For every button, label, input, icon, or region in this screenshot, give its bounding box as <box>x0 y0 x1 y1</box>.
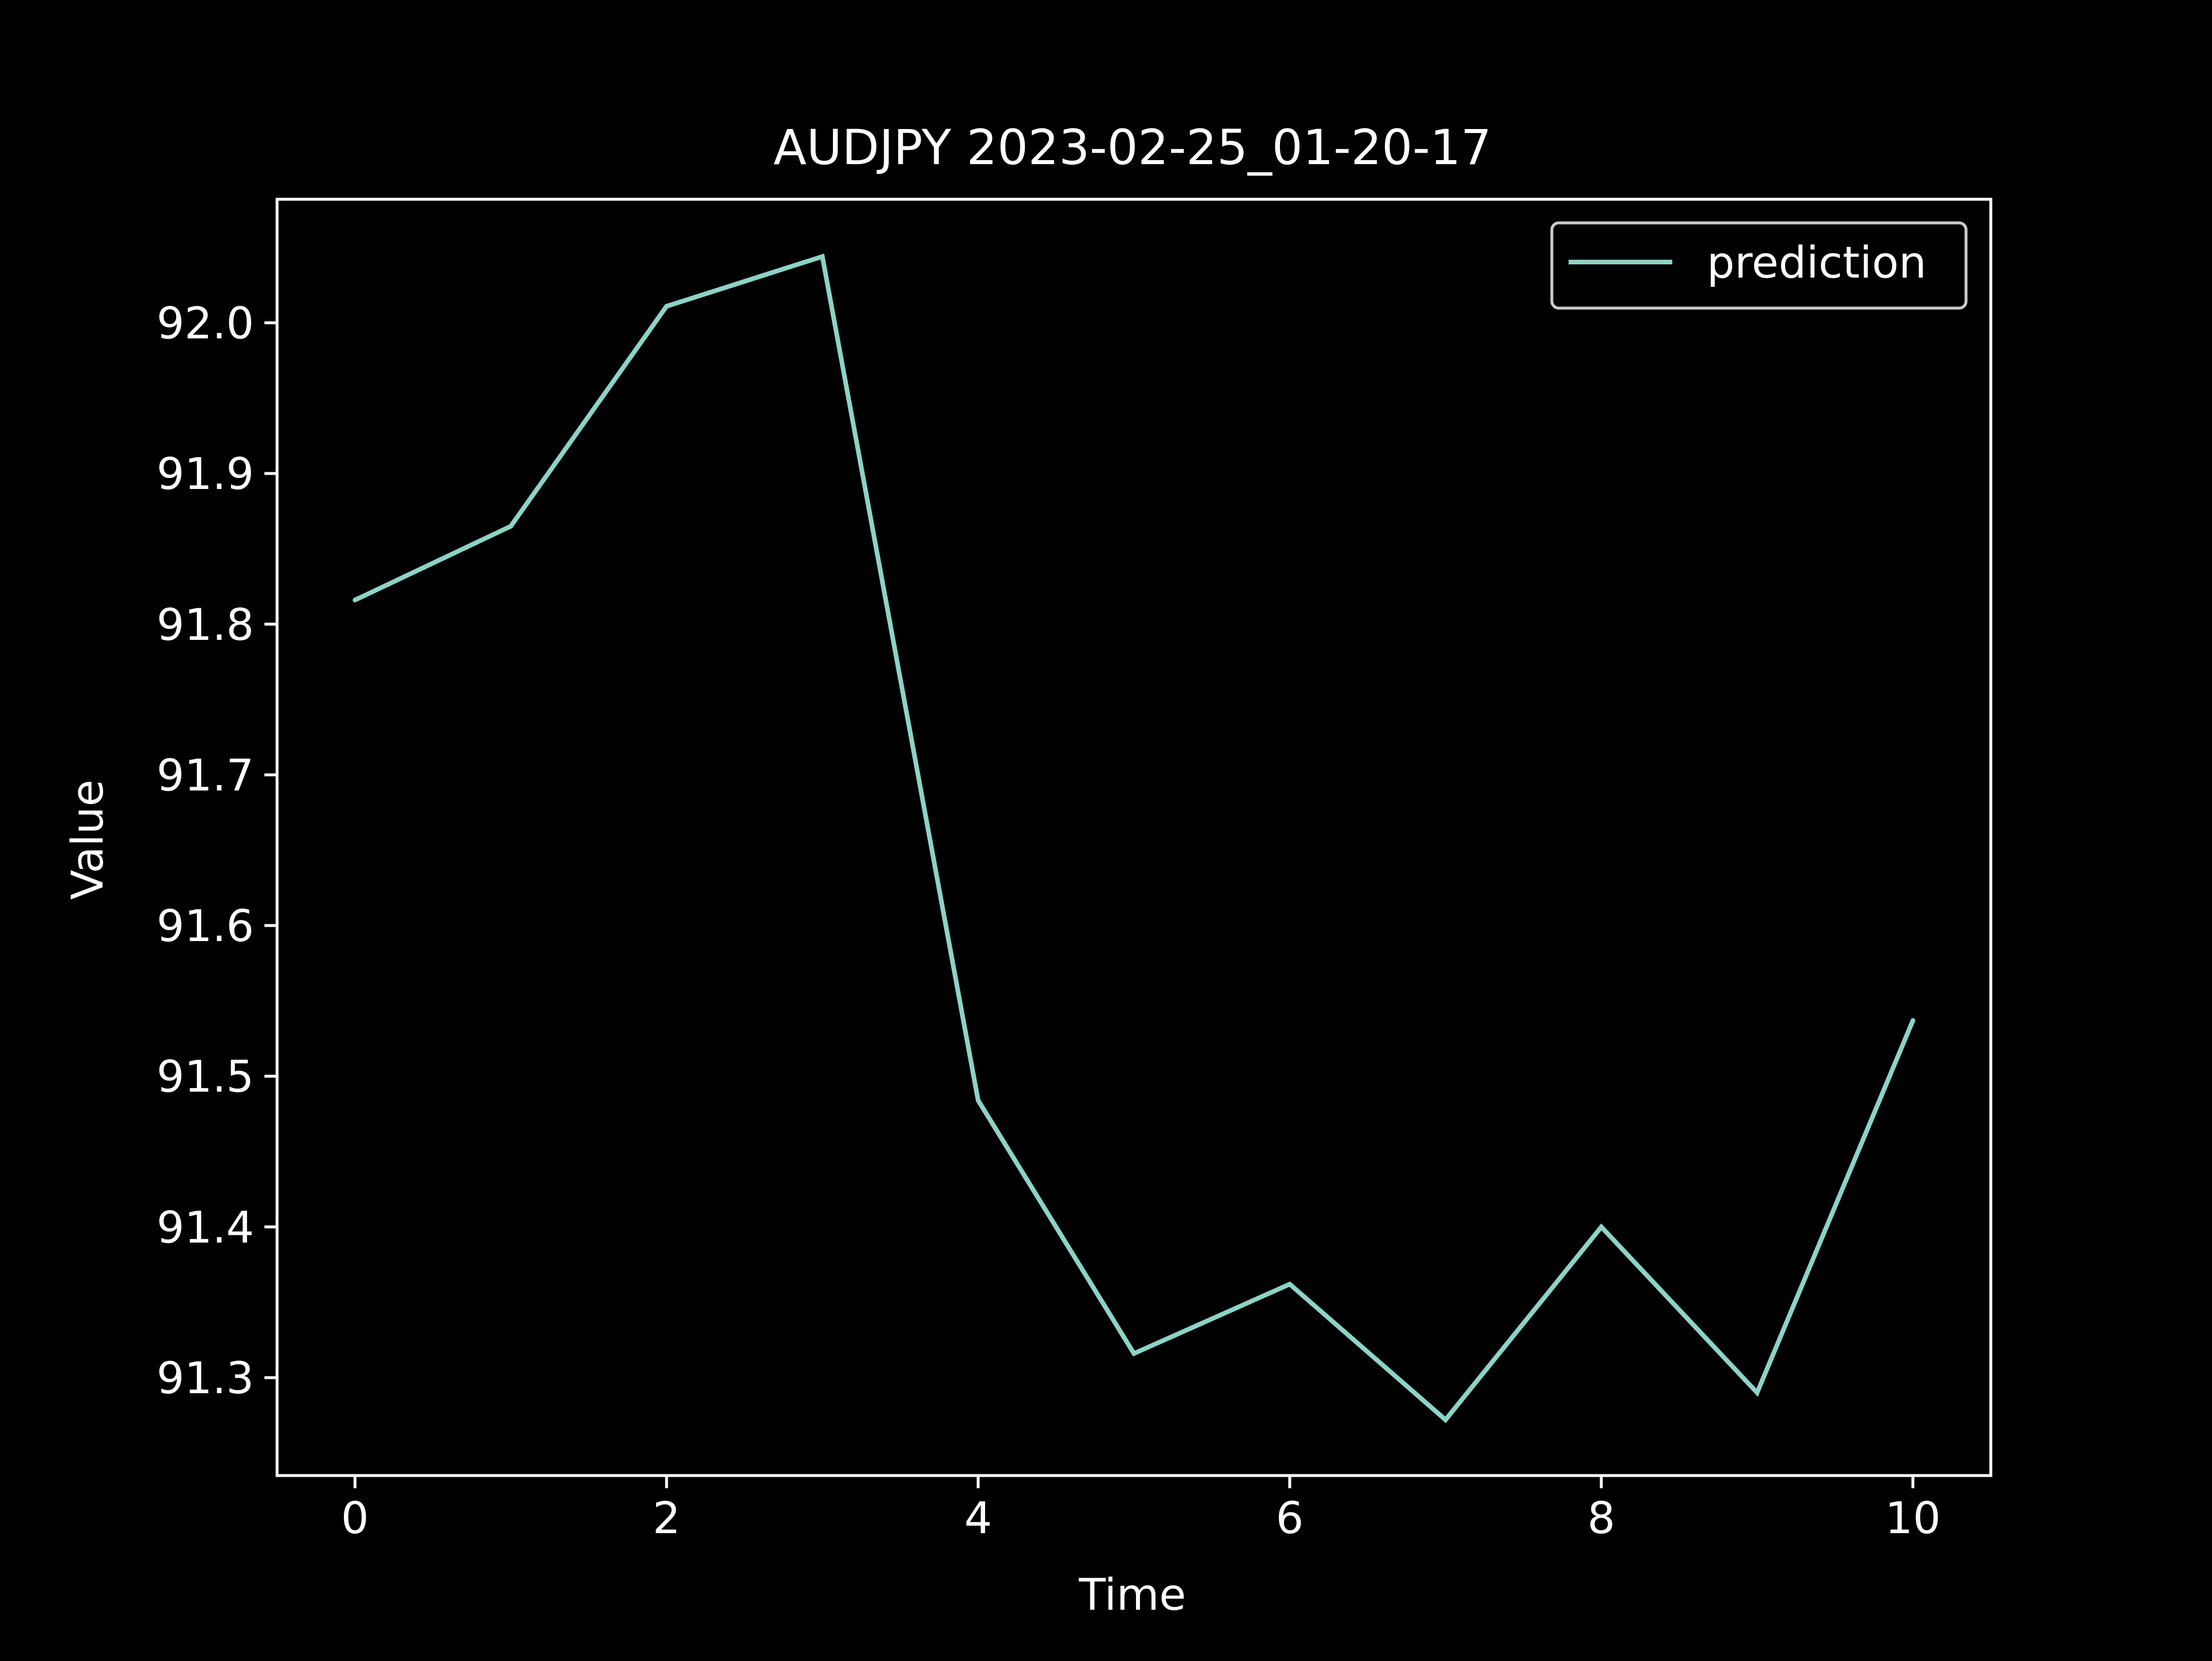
data-point <box>508 524 513 529</box>
x-tick-label: 4 <box>964 1492 992 1544</box>
y-tick-label: 91.3 <box>157 1352 254 1404</box>
data-point <box>1599 1224 1604 1230</box>
ticks-layer: 0 2 4 6 8 10 91.3 91.4 91.5 91.6 91.7 91.8 91.9 92.0 <box>157 298 1941 1544</box>
y-tick-label: 91.5 <box>157 1051 254 1102</box>
y-tick-label: 91.9 <box>157 448 254 499</box>
legend-box <box>1550 221 1968 310</box>
y-axis-label: Value <box>62 780 113 900</box>
x-tick-label: 2 <box>653 1492 680 1544</box>
x-tick-label: 6 <box>1276 1492 1304 1544</box>
data-point <box>820 254 825 259</box>
data-point <box>1131 1351 1137 1356</box>
y-tick-label: 92.0 <box>157 298 254 349</box>
data-point <box>1755 1390 1760 1395</box>
y-tick-label: 91.8 <box>157 599 254 650</box>
x-tick-label: 10 <box>1885 1492 1941 1544</box>
data-point <box>1443 1417 1448 1423</box>
data-point <box>353 597 358 602</box>
series-layer <box>353 253 1915 1423</box>
data-point <box>976 1098 981 1103</box>
plot-frame <box>275 198 1993 1477</box>
y-tick-label: 91.4 <box>157 1201 254 1253</box>
x-axis-label: Time <box>1078 1569 1186 1620</box>
chart-title: AUDJPY 2023-02-25_01-20-17 <box>774 119 1492 176</box>
y-tick-label: 91.6 <box>157 900 254 951</box>
legend-label: prediction <box>1707 237 1926 288</box>
x-tick-label: 0 <box>341 1492 369 1544</box>
data-point <box>1287 1281 1292 1287</box>
legend: prediction <box>1550 221 1968 310</box>
x-tick-label: 8 <box>1588 1492 1615 1544</box>
data-point <box>664 304 669 309</box>
y-tick-label: 91.7 <box>157 749 254 801</box>
data-point <box>1910 1018 1915 1023</box>
